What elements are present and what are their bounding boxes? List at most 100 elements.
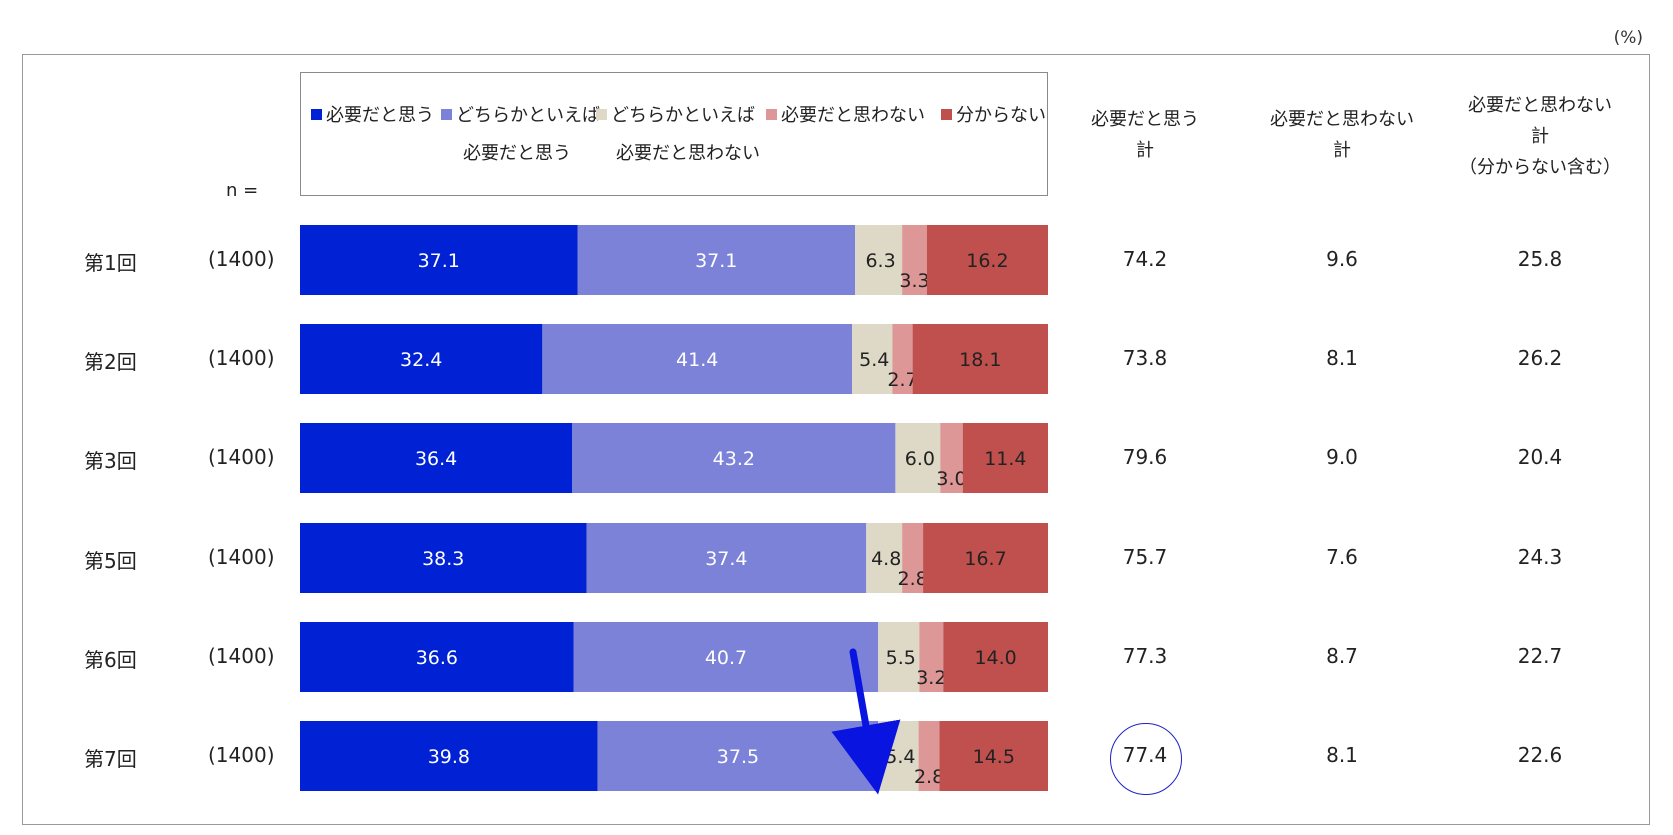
bar-4-label-4: 2.8 <box>898 568 928 590</box>
legend-item-1: 必要だと思う <box>311 105 434 127</box>
n-label: n = <box>226 180 259 201</box>
row-n-1: (1400) <box>208 247 275 271</box>
row-5-total-1: 77.3 <box>1122 644 1168 668</box>
row-label-4: 第5回 <box>84 549 137 573</box>
legend-label-3b: 必要だと思わない <box>616 143 760 164</box>
row-label-1: 第1回 <box>84 251 137 275</box>
bar-1-seg-2 <box>577 225 856 295</box>
legend-swatch-3 <box>596 109 607 120</box>
legend-swatch-2 <box>441 109 452 120</box>
legend-label-4: 必要だと思わない <box>781 105 925 126</box>
row-label-3: 第3回 <box>84 449 137 473</box>
row-n-6: (1400) <box>208 743 275 767</box>
bar-3-label-5: 11.4 <box>984 448 1026 470</box>
bar-3-seg-5 <box>962 423 1048 493</box>
row-n-2: (1400) <box>208 346 275 370</box>
unit-label: (%) <box>1613 28 1643 48</box>
row-label-5: 第6回 <box>84 648 137 672</box>
bar-1-seg-1 <box>300 225 578 295</box>
bar-4-seg-2 <box>586 523 867 593</box>
bar-6-seg-4 <box>918 721 940 791</box>
row-3-total-1: 79.6 <box>1122 445 1168 469</box>
column-header-total-unnecessary: 必要だと思わない 計 <box>1242 104 1442 166</box>
row-1-total-3: 25.8 <box>1517 247 1563 271</box>
bar-2-seg-4 <box>892 324 913 394</box>
bar-3-seg-3 <box>895 423 941 493</box>
row-label-2: 第2回 <box>84 350 137 374</box>
row-n-3: (1400) <box>208 445 275 469</box>
legend-label-2: どちらかといえば <box>456 105 600 126</box>
bar-1-seg-3 <box>855 225 903 295</box>
row-3-total-2: 9.0 <box>1326 445 1358 469</box>
bar-2-label-4: 2.7 <box>887 369 917 391</box>
trend-arrow-icon <box>831 648 901 795</box>
bar-2-label-1: 32.4 <box>400 349 442 371</box>
column-header-3-line2: 計 <box>1531 126 1549 147</box>
bar-3-seg-1 <box>300 423 573 493</box>
bar-3-label-4: 3.0 <box>936 468 966 490</box>
row-5-total-3: 22.7 <box>1517 644 1563 668</box>
bar-5-label-4: 3.2 <box>916 667 946 689</box>
bar-4-label-3: 4.8 <box>871 548 901 570</box>
highlight-circle-icon <box>1110 723 1182 795</box>
bar-1-label-2: 37.1 <box>695 250 737 272</box>
bar-5-label-2: 40.7 <box>705 647 747 669</box>
bar-5-label-5: 14.0 <box>974 647 1016 669</box>
bar-3-seg-2 <box>572 423 896 493</box>
bar-6-seg-2 <box>597 721 879 791</box>
legend-item-4: 必要だと思わない <box>766 105 925 127</box>
bar-3-label-2: 43.2 <box>713 448 755 470</box>
legend-swatch-4 <box>766 109 777 120</box>
column-header-1-line2: 計 <box>1136 140 1154 161</box>
bar-3-seg-4 <box>940 423 963 493</box>
bar-2-seg-3 <box>852 324 893 394</box>
bar-6-label-2: 37.5 <box>717 746 759 768</box>
legend-item-2: どちらかといえば <box>441 105 600 127</box>
row-n-4: (1400) <box>208 545 275 569</box>
bar-4-label-5: 16.7 <box>964 548 1006 570</box>
column-header-3-line3: （分からない含む） <box>1459 157 1621 178</box>
row-6-total-2: 8.1 <box>1326 743 1358 767</box>
bar-2-label-3: 5.4 <box>859 349 889 371</box>
legend-item-3: どちらかといえば <box>596 105 755 127</box>
bar-3-label-1: 36.4 <box>415 448 457 470</box>
bar-6-seg-1 <box>300 721 598 791</box>
row-6-total-3: 22.6 <box>1517 743 1563 767</box>
bar-4-seg-1 <box>300 523 587 593</box>
bar-5-seg-5 <box>943 622 1048 692</box>
legend: 必要だと思う どちらかといえば 必要だと思う どちらかといえば 必要だと思わない… <box>300 72 1048 196</box>
bar-1-label-3: 6.3 <box>865 250 895 272</box>
legend-label-1: 必要だと思う <box>326 105 434 126</box>
bar-2-seg-1 <box>300 324 543 394</box>
bar-5-seg-4 <box>919 622 944 692</box>
row-label-6: 第7回 <box>84 747 137 771</box>
legend-swatch-5 <box>941 109 952 120</box>
bar-6-label-5: 14.5 <box>973 746 1015 768</box>
column-header-1-line1: 必要だと思う <box>1091 109 1199 130</box>
row-3-total-3: 20.4 <box>1517 445 1563 469</box>
legend-label-3: どちらかといえば <box>611 105 755 126</box>
bar-1-label-1: 37.1 <box>418 250 460 272</box>
row-4-total-2: 7.6 <box>1326 545 1358 569</box>
bar-5-seg-2 <box>573 622 879 692</box>
row-2-total-1: 73.8 <box>1122 346 1168 370</box>
legend-swatch-1 <box>311 109 322 120</box>
legend-item-5: 分からない <box>941 105 1046 127</box>
row-n-5: (1400) <box>208 644 275 668</box>
row-1-total-2: 9.6 <box>1326 247 1358 271</box>
bar-4-seg-5 <box>923 523 1048 593</box>
bar-2-label-5: 18.1 <box>959 349 1001 371</box>
bar-6-label-4: 2.8 <box>914 766 944 788</box>
column-header-total-necessary: 必要だと思う 計 <box>1045 104 1245 166</box>
bar-6-label-1: 39.8 <box>428 746 470 768</box>
column-header-2-line2: 計 <box>1333 140 1351 161</box>
bar-1-label-5: 16.2 <box>966 250 1008 272</box>
bar-4-label-1: 38.3 <box>422 548 464 570</box>
bar-5-seg-3 <box>878 622 920 692</box>
bar-2-seg-5 <box>912 324 1048 394</box>
row-4-total-3: 24.3 <box>1517 545 1563 569</box>
bar-5-label-1: 36.6 <box>416 647 458 669</box>
bar-3-label-3: 6.0 <box>905 448 935 470</box>
bar-1-label-4: 3.3 <box>899 270 929 292</box>
